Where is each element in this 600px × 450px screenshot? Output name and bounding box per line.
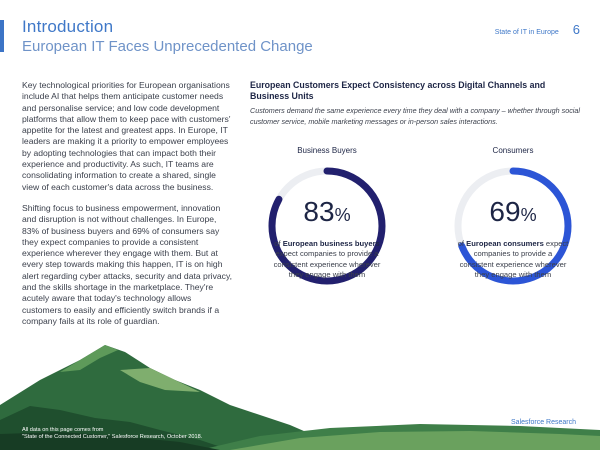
footnote-line-2: "State of the Connected Customer," Sales… xyxy=(22,434,203,440)
stat-percent-consumers: 69% xyxy=(453,196,573,228)
header-meta: State of IT in Europe 6 xyxy=(495,22,580,37)
body-paragraph-1: Key technological priorities for Europea… xyxy=(22,80,231,192)
stat-label-consumers: Consumers xyxy=(492,146,534,155)
footer-brand: Salesforce Research xyxy=(511,419,576,426)
percent-symbol: % xyxy=(334,205,351,225)
percent-number: 83 xyxy=(303,196,335,227)
stat-emphasis: European consumers xyxy=(466,239,544,248)
stat-label-business-buyers: Business Buyers xyxy=(297,146,357,155)
percent-number: 69 xyxy=(489,196,521,227)
infographic-description: Customers demand the same experience eve… xyxy=(250,106,580,126)
stat-emphasis: European business buyers xyxy=(282,239,380,248)
donut-arc-consumers xyxy=(454,167,572,285)
stat-description-consumers: of European consumers expect companies t… xyxy=(457,239,569,280)
report-name: State of IT in Europe xyxy=(494,29,559,36)
percent-symbol: % xyxy=(520,205,537,225)
foreground-dark xyxy=(0,432,220,450)
stat-lead: of xyxy=(274,239,283,248)
footnote: All data on this page comes from "State … xyxy=(22,427,242,441)
donut-chart-consumers xyxy=(454,167,572,285)
donut-chart-business-buyers xyxy=(268,167,386,285)
body-text: Key technological priorities for Europea… xyxy=(22,80,232,337)
stat-description-business-buyers: of European business buyers expect compa… xyxy=(271,239,383,280)
accent-bar xyxy=(0,20,4,52)
donut-arc-business-buyers xyxy=(268,167,386,285)
page-number: 6 xyxy=(572,22,580,37)
ground-strip-light xyxy=(230,431,600,450)
page-subtitle: European IT Faces Unprecedented Change xyxy=(22,38,313,55)
page-title: Introduction xyxy=(22,17,114,36)
stat-rest: expect companies to provide a consistent… xyxy=(459,239,569,279)
mountain-illustration xyxy=(0,345,600,450)
stat-rest: expect companies to provide a consistent… xyxy=(273,249,381,279)
stat-lead: of xyxy=(457,239,467,248)
body-paragraph-2: Shifting focus to business empowerment, … xyxy=(22,202,233,326)
infographic-heading: European Customers Expect Consistency ac… xyxy=(250,80,546,101)
mountain-ridge-highlight xyxy=(60,345,118,372)
stat-percent-business-buyers: 83% xyxy=(267,196,387,228)
mountain-slope-light xyxy=(120,368,200,392)
footnote-line-1: All data on this page comes from xyxy=(22,427,104,433)
